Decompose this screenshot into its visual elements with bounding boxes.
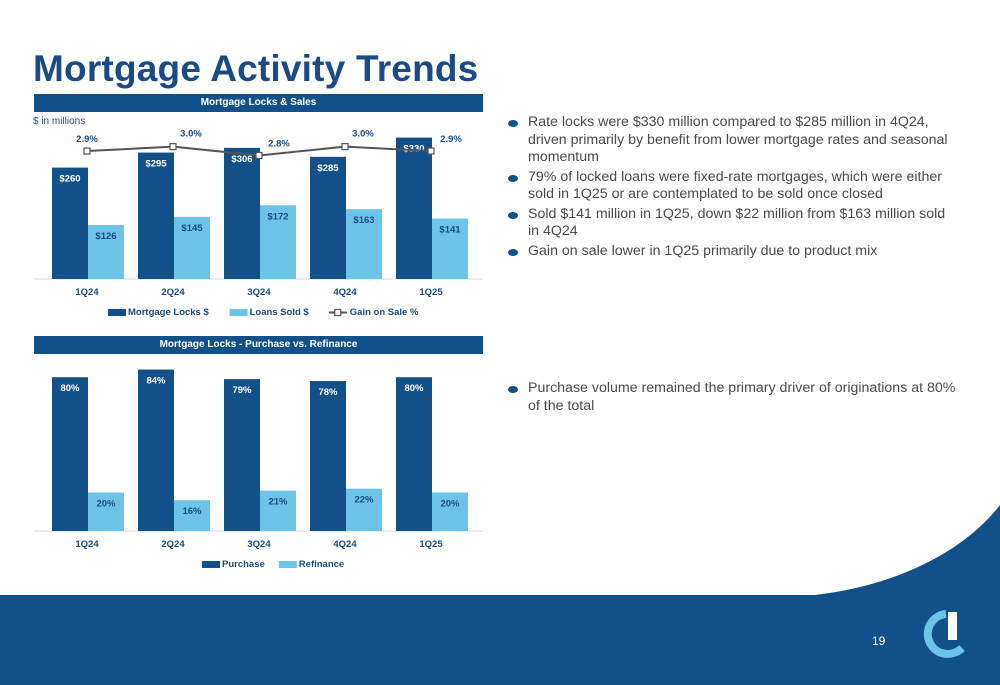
- line-point: [341, 143, 349, 151]
- bar-purchase1q24: [52, 377, 88, 531]
- bar-refinance2q24: [174, 500, 210, 531]
- data-label: 16%: [182, 506, 202, 517]
- data-label: $172: [267, 211, 288, 222]
- data-label: 78%: [318, 387, 338, 398]
- data-label: 22%: [354, 495, 374, 506]
- bar-refinance1q25: [432, 492, 468, 531]
- footer-band: [0, 505, 1000, 685]
- data-label: $306: [231, 154, 252, 165]
- gain-label: 3.0%: [352, 129, 374, 140]
- bullet-item: 79% of locked loans were fixed-rate mort…: [508, 169, 958, 204]
- line-point: [83, 147, 91, 155]
- bar-purchase2q24: [138, 369, 174, 531]
- mortgage-locks-sales-chart: 1Q24 2Q24 3Q24 4Q24 1Q25 $260 $295 $306 $285 $330…: [34, 129, 483, 318]
- bullet-dot-icon: [508, 120, 518, 127]
- legend-label: Gain on Sale %: [350, 307, 419, 318]
- bar-mortgage-locks-1q25: [396, 137, 432, 279]
- bullet-item: Rate locks were $330 million compared to…: [508, 114, 958, 167]
- bar-loans-sold-1q24: [88, 225, 124, 279]
- legend-marker: [334, 308, 342, 317]
- data-label: $260: [59, 174, 80, 185]
- data-label: $330: [403, 144, 424, 155]
- legend-swatch: [278, 561, 297, 568]
- bar-loans-sold-3q24: [260, 205, 296, 279]
- data-label: $285: [317, 163, 339, 174]
- bullet-dot-icon: [508, 248, 518, 256]
- x-tick-label: 2Q24: [161, 287, 185, 298]
- data-label: 79%: [232, 385, 252, 396]
- line-point: [169, 143, 177, 151]
- legend-label: Refinance: [299, 559, 344, 570]
- data-label: 21%: [268, 497, 288, 508]
- data-label: $126: [95, 231, 116, 242]
- bar-refinance4q24: [346, 488, 382, 531]
- legend-label: Loans Sold $: [250, 307, 310, 318]
- data-label: 20%: [96, 499, 116, 510]
- company-logo-icon: [923, 610, 965, 658]
- page-number: 19: [872, 634, 886, 648]
- bullet-list-bottom: Purchase volume remained the primary dri…: [508, 380, 958, 417]
- legend-swatch: [202, 561, 220, 568]
- bullet-dot-icon: [508, 211, 518, 219]
- data-label: 80%: [60, 383, 80, 394]
- bullet-dot-icon: [508, 386, 518, 393]
- legend-label: Mortgage Locks $: [128, 307, 209, 318]
- legend-label: Purchase: [222, 559, 265, 570]
- unit-note: $ in millions: [33, 116, 86, 127]
- bar-mortgage-locks-3q24: [224, 147, 260, 279]
- bullet-item: Purchase volume remained the primary dri…: [508, 380, 958, 415]
- chart1-header: Mortgage Locks & Sales: [34, 94, 483, 112]
- x-tick-label: 2Q24: [161, 539, 185, 550]
- x-tick-label: 3Q24: [247, 287, 271, 298]
- line-point: [427, 147, 435, 155]
- bar-loans-sold-4q24: [346, 209, 382, 279]
- bullet-item: Sold $141 million in 1Q25, down $22 mill…: [508, 206, 958, 241]
- data-label: 20%: [440, 499, 460, 510]
- bar-mortgage-locks-2q24: [138, 152, 174, 279]
- chart2-header: Mortgage Locks - Purchase vs. Refinance: [34, 336, 483, 354]
- x-tick-label: 4Q24: [333, 539, 357, 550]
- bar-purchase1q25: [396, 377, 432, 531]
- bar-loans-sold-1q25: [432, 218, 468, 279]
- bar-refinance1q24: [88, 492, 124, 531]
- purchase-refinance-chart: 1Q24 2Q24 3Q24 4Q24 1Q25 80% 84% 79% 78% 80% 20% 16…: [34, 369, 483, 570]
- data-label: 80%: [404, 383, 424, 394]
- line-point: [255, 151, 263, 160]
- bar-mortgage-locks-1q24: [52, 167, 88, 279]
- bar-purchase4q24: [310, 381, 346, 531]
- bullet-list-top: Rate locks were $330 million compared to…: [508, 114, 958, 262]
- data-label: 84%: [146, 376, 166, 387]
- bullet-dot-icon: [508, 174, 518, 182]
- x-tick-label: 1Q24: [75, 539, 99, 550]
- gain-label: 2.8%: [268, 138, 290, 149]
- x-tick-label: 3Q24: [247, 539, 271, 550]
- data-label: $163: [353, 215, 374, 226]
- legend-swatch: [229, 309, 248, 316]
- x-tick-label: 1Q25: [419, 287, 443, 298]
- data-label: $145: [181, 223, 203, 234]
- gain-label: 2.9%: [440, 134, 462, 145]
- slide-title: Mortgage Activity Trends: [33, 48, 479, 89]
- x-tick-label: 1Q24: [75, 287, 99, 298]
- bar-loans-sold-2q24: [174, 216, 210, 279]
- x-tick-label: 4Q24: [333, 287, 357, 298]
- bullet-item: Gain on sale lower in 1Q25 primarily due…: [508, 243, 958, 261]
- data-label: $295: [145, 159, 167, 170]
- bar-refinance3q24: [260, 490, 296, 531]
- bar-purchase3q24: [224, 379, 260, 531]
- legend-swatch: [108, 309, 126, 316]
- gain-label: 3.0%: [180, 129, 202, 140]
- x-tick-label: 1Q25: [419, 539, 443, 550]
- data-label: $141: [439, 225, 461, 236]
- bar-mortgage-locks-4q24: [310, 156, 346, 279]
- gain-label: 2.9%: [76, 134, 98, 145]
